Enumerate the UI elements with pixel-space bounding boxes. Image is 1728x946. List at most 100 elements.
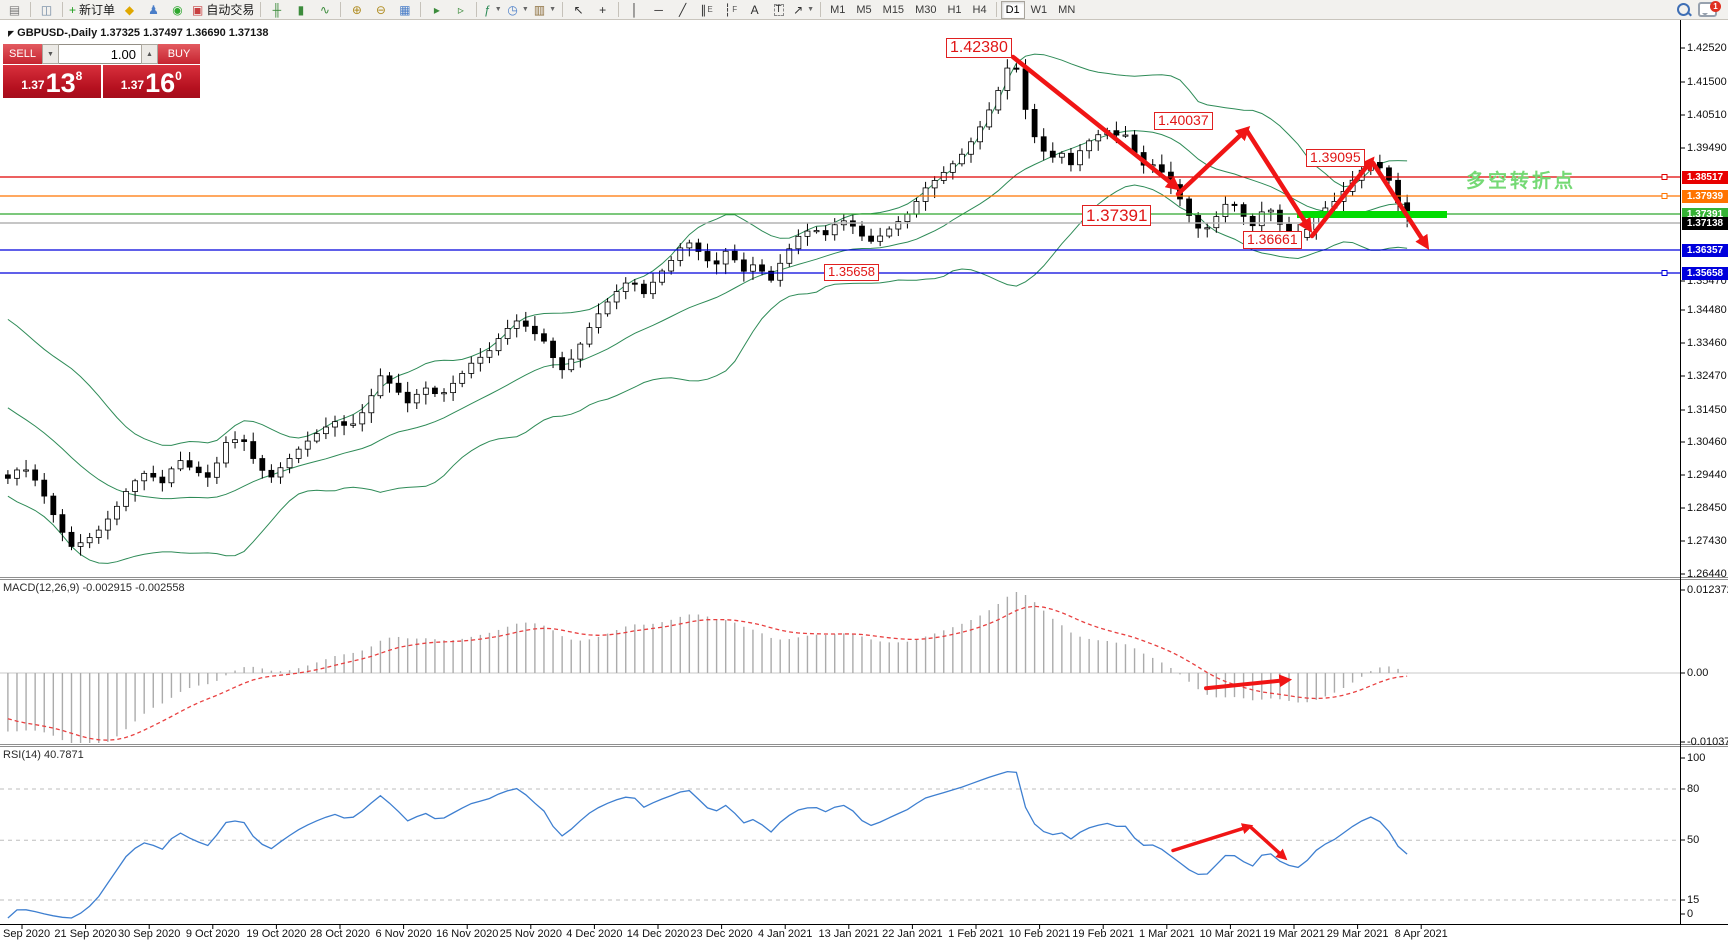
templates-button[interactable]: ▥ ▼ <box>532 1 558 18</box>
timeframe-d1-button[interactable]: D1 <box>1000 0 1025 19</box>
timeframe-m15-button[interactable]: M15 <box>882 3 905 16</box>
text-button[interactable]: A <box>743 1 766 18</box>
toolbar-right-cluster: 1 <box>1677 1 1725 17</box>
red-arrow[interactable] <box>1010 54 1181 191</box>
trend-annotation-arrows[interactable] <box>1010 54 1430 250</box>
price-annotation-label[interactable]: 1.42380 <box>946 38 1012 58</box>
buy-price-sup: 0 <box>175 69 182 83</box>
equidistant-channel-icon: ∥ <box>700 2 707 17</box>
chart-shift-button[interactable]: ▹ <box>449 1 472 18</box>
volume-decrease-button[interactable]: ▼ <box>42 44 59 64</box>
price-badge-1.38517: 1.38517 <box>1682 171 1728 184</box>
new-order-button[interactable]: + 新订单 <box>67 1 117 18</box>
price-annotation-label[interactable]: 1.39095 <box>1306 149 1365 167</box>
sell-price-tile[interactable]: 1.37 13 8 <box>3 65 101 98</box>
crosshair-button[interactable]: + <box>591 1 614 18</box>
cursor-button[interactable]: ↖ <box>567 1 590 18</box>
sell-price-sup: 8 <box>75 69 83 83</box>
red-arrow[interactable] <box>1244 128 1313 233</box>
chevron-up-icon: ▲ <box>146 50 153 58</box>
chart-window-button[interactable]: ▤ <box>3 1 26 18</box>
red-arrow[interactable] <box>1175 126 1251 197</box>
candlestick-chart-button[interactable]: ▮ <box>289 1 312 18</box>
volume-input[interactable]: 1.00 <box>59 44 141 64</box>
trade-basket-button[interactable]: ◆ <box>118 1 141 18</box>
rsi-pane <box>0 770 1680 919</box>
sell-button[interactable]: SELL <box>3 44 42 64</box>
timeframe-h1-button[interactable]: H1 <box>947 3 962 16</box>
trendline-button[interactable]: ╱ <box>671 1 694 18</box>
arrows-dropdown-icon[interactable]: ▼ <box>807 6 815 13</box>
volume-increase-button[interactable]: ▲ <box>141 44 158 64</box>
periods-icon: ◷ <box>507 2 518 17</box>
vertical-line-button[interactable]: │ <box>623 1 646 18</box>
macd-red-arrow[interactable] <box>1204 674 1293 691</box>
tile-windows-icon: ▦ <box>399 2 411 17</box>
auto-scroll-button[interactable]: ▸ <box>425 1 448 18</box>
price-annotation-label[interactable]: 1.40037 <box>1154 112 1213 130</box>
hline-handle[interactable] <box>1661 174 1668 180</box>
autotrading-button[interactable]: ▣ 自动交易 <box>190 1 256 18</box>
notifications-icon[interactable]: 1 <box>1698 1 1721 17</box>
autotrading-label: 自动交易 <box>206 3 255 17</box>
buy-price-tile[interactable]: 1.37 16 0 <box>102 65 200 98</box>
red-arrow[interactable] <box>1309 156 1375 239</box>
timeframe-m5-button[interactable]: M5 <box>856 3 872 16</box>
text-label-button[interactable]: T <box>767 1 790 18</box>
equidistant-channel-button[interactable]: ∥ E <box>695 1 718 18</box>
time-axis-label: 8 Apr 2021 <box>1394 928 1448 940</box>
arrows-button[interactable]: ↗ ▼ <box>791 1 816 18</box>
time-axis-label: 19 Mar 2021 <box>1263 928 1325 940</box>
mql5-community-button[interactable]: ♟ <box>142 1 165 18</box>
horizontal-level-lines[interactable] <box>0 174 1680 276</box>
red-arrow[interactable] <box>1370 160 1430 250</box>
line-chart-button[interactable]: ∿ <box>313 1 336 18</box>
time-axis-label: 1 Mar 2021 <box>1138 928 1195 940</box>
timeframe-h4-button[interactable]: H4 <box>972 3 987 16</box>
buy-button[interactable]: BUY <box>158 44 200 64</box>
price-axis-tick: 1.39490 <box>1687 142 1727 154</box>
periods-button[interactable]: ◷ ▼ <box>505 1 530 18</box>
time-axis-label: 30 Sep 2020 <box>117 928 181 940</box>
fibonacci-sub-label: F <box>732 5 738 14</box>
bull-bear-turning-point-note[interactable]: 多空转折点 <box>1466 171 1577 192</box>
price-axis-tick: 1.41500 <box>1687 76 1727 88</box>
timeframe-mn-button[interactable]: MN <box>1058 3 1076 16</box>
fibonacci-button[interactable]: ┆ F <box>719 1 742 18</box>
rsi-red-arrow[interactable] <box>1249 825 1288 861</box>
hline-handle[interactable] <box>1661 270 1668 276</box>
data-window-button[interactable]: ◫ <box>35 1 58 18</box>
price-annotation-label[interactable]: 1.37391 <box>1082 205 1152 227</box>
bar-chart-button[interactable]: ╫ <box>265 1 288 18</box>
indicators-dropdown-icon[interactable]: ▼ <box>494 6 502 13</box>
zoom-out-button[interactable]: ⊖ <box>369 1 392 18</box>
cursor-icon: ↖ <box>573 2 584 17</box>
periods-dropdown-icon[interactable]: ▼ <box>521 6 529 13</box>
price-badge-1.35658: 1.35658 <box>1682 267 1728 280</box>
price-annotation-label[interactable]: 1.35658 <box>824 264 879 281</box>
time-axis-label: 28 Oct 2020 <box>310 928 370 940</box>
text-icon: A <box>750 2 759 17</box>
timeframe-m1-button[interactable]: M1 <box>830 3 846 16</box>
search-icon[interactable] <box>1677 3 1690 16</box>
templates-dropdown-icon[interactable]: ▼ <box>549 6 557 13</box>
indicators-button[interactable]: ƒ ▼ <box>481 1 504 18</box>
rsi-red-arrow[interactable] <box>1171 823 1254 853</box>
green-support-bar[interactable] <box>1297 211 1447 218</box>
time-axis-label: 10 Feb 2021 <box>1008 928 1071 940</box>
chart-canvas <box>0 20 1728 929</box>
tile-windows-button[interactable]: ▦ <box>393 1 416 18</box>
timeframe-w1-button[interactable]: W1 <box>1030 3 1048 16</box>
hline-handle[interactable] <box>1661 193 1668 199</box>
horizontal-line-button[interactable]: ─ <box>647 1 670 18</box>
chart-title: ◤ GBPUSD-,Daily 1.37325 1.37497 1.36690 1… <box>8 27 269 39</box>
price-annotation-label[interactable]: 1.36661 <box>1243 231 1302 249</box>
equidistant-channel-sub-label: E <box>707 5 713 14</box>
zoom-in-button[interactable]: ⊕ <box>345 1 368 18</box>
timeframe-m30-button[interactable]: M30 <box>915 3 937 16</box>
toolbar-separator <box>340 2 342 17</box>
price-axis-tick: 1.30460 <box>1687 436 1727 448</box>
macd-pane <box>0 592 1680 743</box>
buy-price-small: 1.37 <box>120 78 145 92</box>
signals-button[interactable]: ◉ <box>166 1 189 18</box>
